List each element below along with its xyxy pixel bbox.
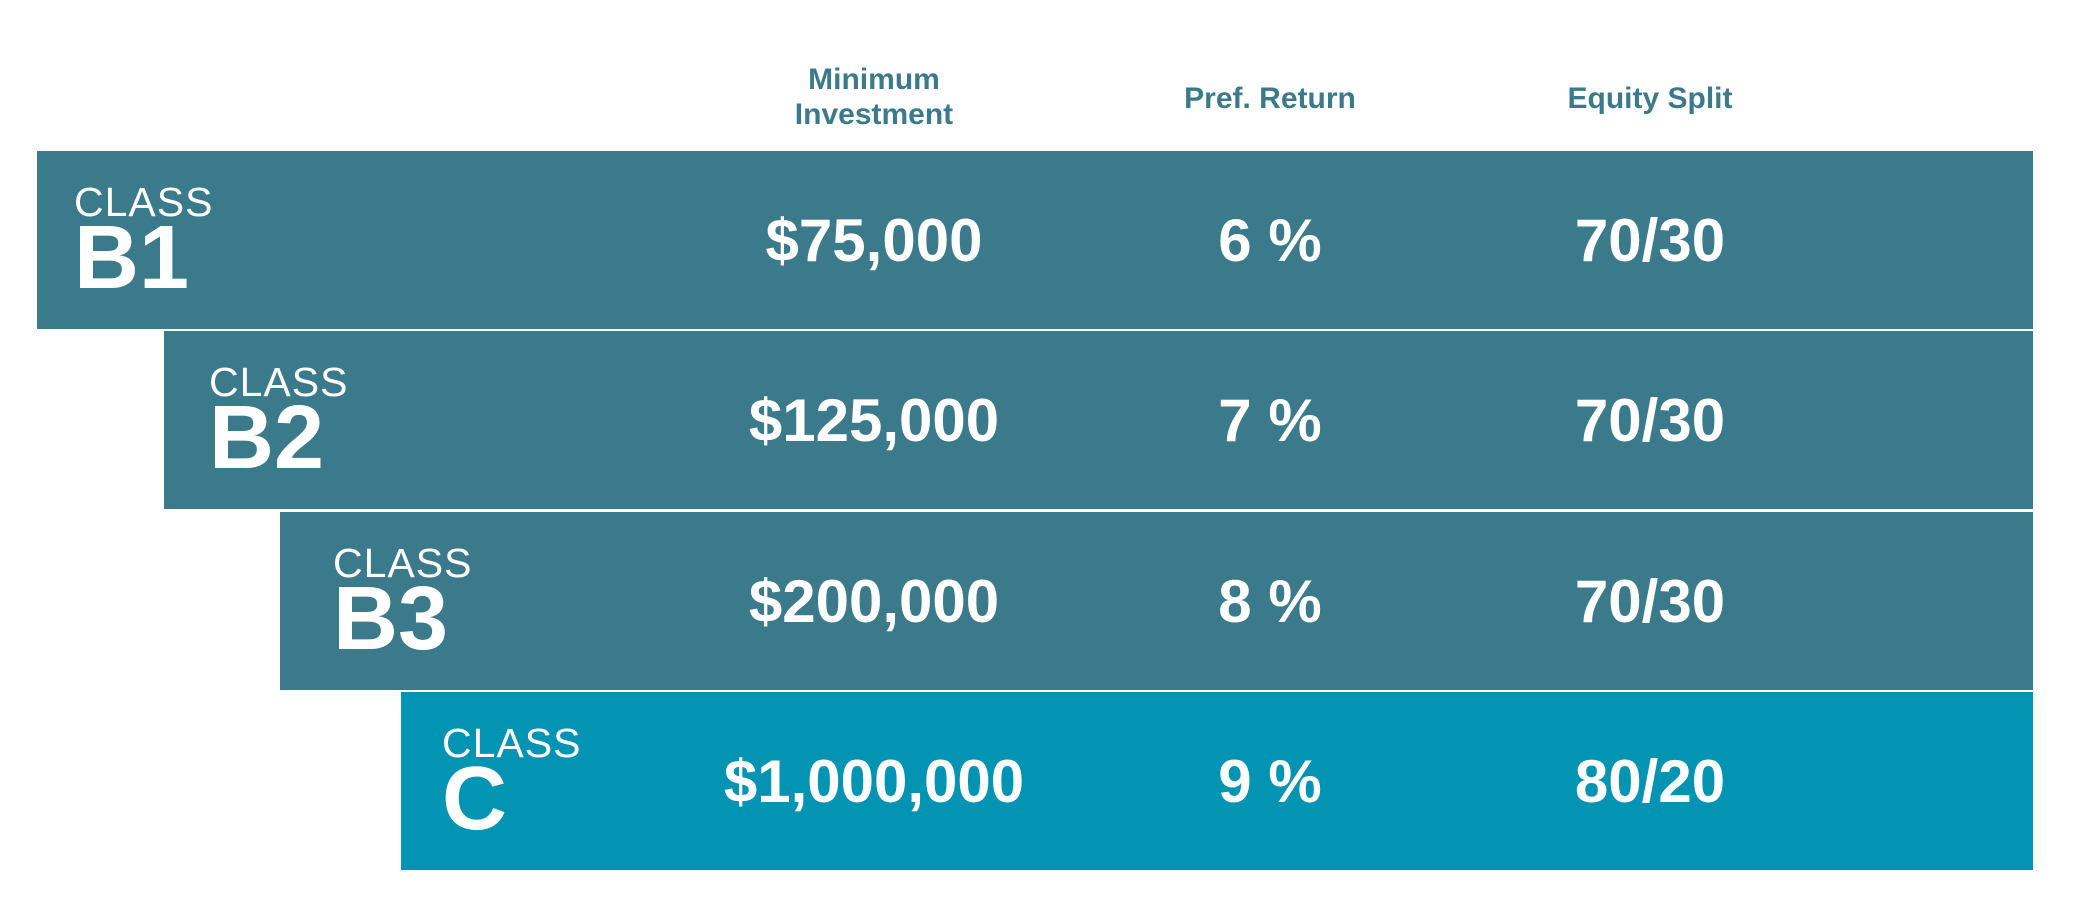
cell-value: 9 % xyxy=(1218,748,1322,815)
class-name: C xyxy=(442,749,507,849)
cell-value: 70/30 xyxy=(1574,387,1726,454)
class-row: CLASS C $1,000,000 9 % 80/20 xyxy=(401,692,2033,870)
cell-value: 6 % xyxy=(1218,207,1322,274)
column-header: Pref. Return xyxy=(1184,82,1356,115)
cell-value: 80/20 xyxy=(1574,748,1726,815)
cell-value: $75,000 xyxy=(765,207,983,274)
class-label: CLASS xyxy=(333,540,473,586)
class-name: B2 xyxy=(209,388,325,488)
class-label: CLASS xyxy=(74,179,214,225)
column-header: Minimum Investment xyxy=(794,63,954,131)
cell-value: 8 % xyxy=(1218,568,1322,635)
cell-value: 70/30 xyxy=(1574,568,1726,635)
class-row: CLASS B3 $200,000 8 % 70/30 xyxy=(280,512,2033,690)
cell-value: $1,000,000 xyxy=(723,748,1025,815)
class-row: CLASS B1 $75,000 6 % 70/30 xyxy=(37,151,2033,329)
column-header: Equity Split xyxy=(1567,82,1733,115)
cell-value: $125,000 xyxy=(748,387,1000,454)
cell-value: 70/30 xyxy=(1574,207,1726,274)
class-label: CLASS xyxy=(209,359,349,405)
class-row: CLASS B2 $125,000 7 % 70/30 xyxy=(164,331,2033,509)
cell-value: $200,000 xyxy=(748,568,1000,635)
class-name: B1 xyxy=(74,208,190,308)
class-name: B3 xyxy=(333,569,449,669)
class-label: CLASS xyxy=(442,720,582,766)
cell-value: 7 % xyxy=(1218,387,1322,454)
